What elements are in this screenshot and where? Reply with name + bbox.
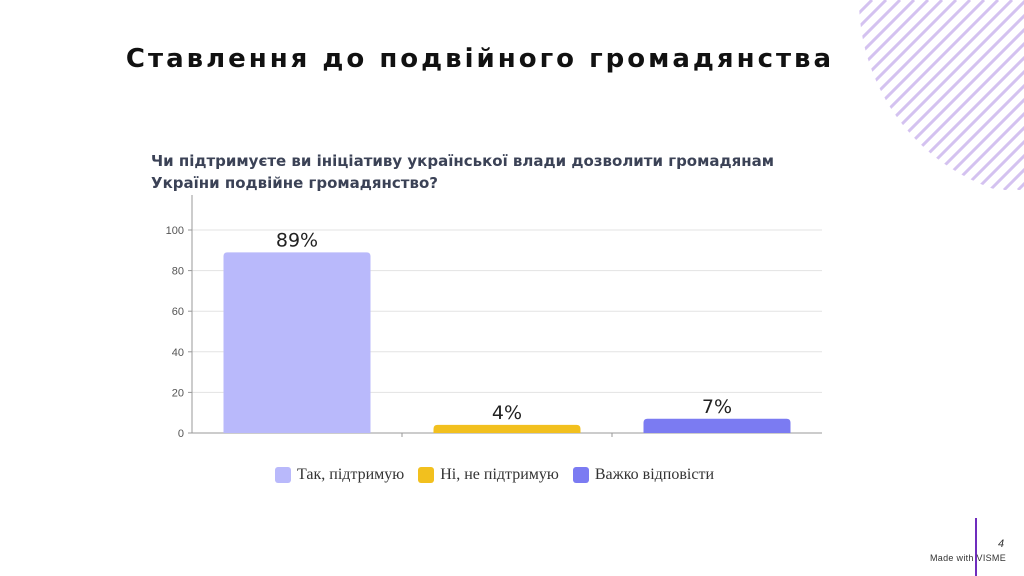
- y-tick-label: 40: [172, 347, 184, 359]
- legend-swatch-no: [418, 467, 435, 483]
- decor-stripe: [960, 0, 1024, 190]
- y-tick-label: 20: [172, 387, 184, 399]
- decor-stripe: [932, 0, 1024, 190]
- legend-swatch-hard: [572, 467, 589, 483]
- bar: [223, 252, 371, 433]
- legend-item: Важко відповісти: [572, 466, 715, 484]
- decor-stripe: [859, 0, 1014, 190]
- made-with-visme-label: Made with VISME: [930, 553, 1007, 563]
- slide-title: Ставлення до подвійного громадянства: [125, 44, 835, 74]
- decor-stripe: [988, 0, 1024, 190]
- y-tick-label: 60: [172, 306, 184, 318]
- bar: [433, 424, 581, 433]
- chart-title: Чи підтримуєте ви ініціативу української…: [151, 152, 774, 192]
- legend-label-yes: Так, підтримую: [297, 466, 405, 483]
- legend-item: Так, підтримую: [275, 466, 404, 484]
- decor-stripe: [859, 0, 1000, 190]
- y-tick-label: 80: [172, 266, 184, 278]
- legend-label-no: Ні, не підтримую: [440, 466, 559, 483]
- y-tick-label: 0: [178, 428, 184, 440]
- decor-stripe: [859, 0, 930, 190]
- value-labels: 89% 4% 7%: [276, 229, 732, 424]
- bar: [643, 418, 791, 433]
- chart-legend: Так, підтримую Ні, не підтримую Важко ві…: [275, 465, 728, 485]
- accent-bar: [975, 518, 977, 576]
- bars: [223, 252, 791, 433]
- legend-swatch-yes: [275, 467, 291, 483]
- decor-stripe: [859, 0, 944, 190]
- legend-item: Ні, не підтримую: [418, 466, 559, 484]
- legend-label-hard: Важко відповісти: [594, 466, 715, 483]
- decor-stripe: [859, 0, 986, 190]
- decor-stripe: [904, 0, 1024, 190]
- y-tick-label: 100: [166, 225, 184, 237]
- page-number: 4: [998, 538, 1005, 550]
- decor-stripe: [946, 0, 1024, 190]
- decor-stripe: [859, 0, 902, 190]
- bar-value-label: 89%: [276, 229, 318, 251]
- decor-stripe: [859, 0, 916, 190]
- bar-value-label: 7%: [702, 396, 732, 418]
- decorative-stripes: [854, 0, 1024, 190]
- decor-stripe: [918, 0, 1024, 190]
- bar-value-label: 4%: [492, 402, 522, 424]
- decor-stripe: [974, 0, 1024, 190]
